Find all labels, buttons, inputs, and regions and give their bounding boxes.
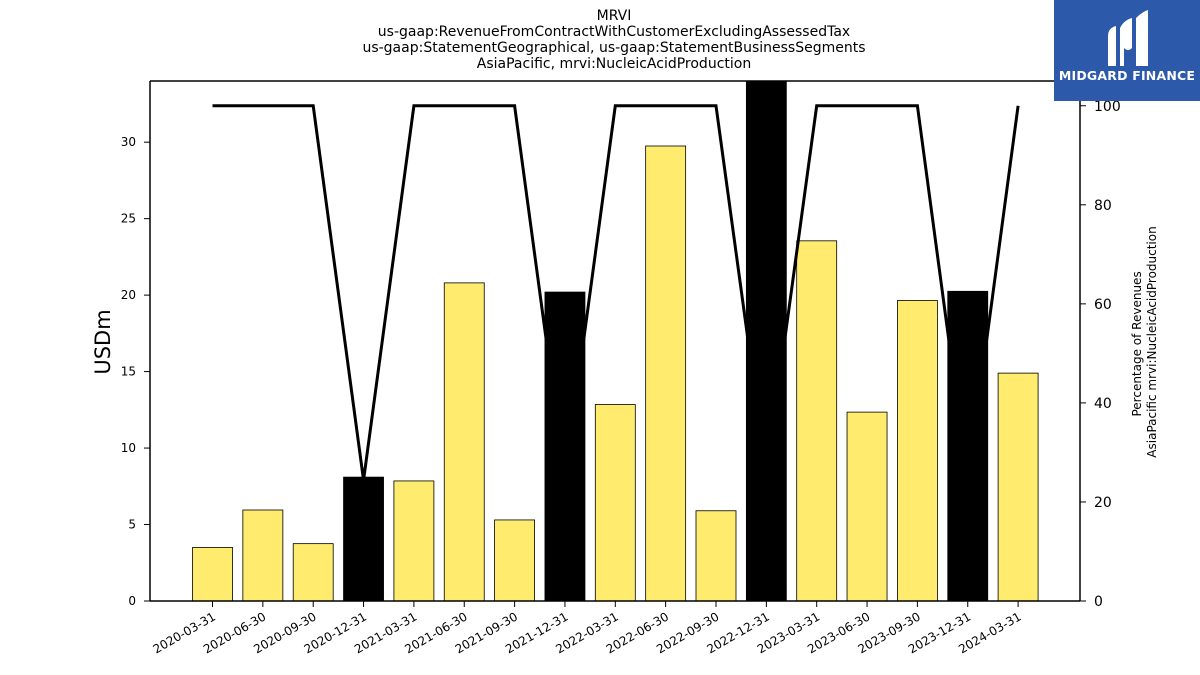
y-right-tick-label: 60	[1094, 297, 1112, 313]
brand-logo-text: MIDGARD FINANCE	[1058, 68, 1196, 83]
chart-title: MRVIus-gaap:RevenueFromContractWithCusto…	[362, 8, 865, 72]
bar-2022-06-30	[645, 145, 687, 602]
y-right-tick-label: 100	[1094, 99, 1121, 115]
bar-2021-09-30	[494, 519, 536, 602]
bar-2022-09-30	[695, 510, 737, 602]
bar-2021-06-30	[443, 282, 485, 602]
y-right-tick-label: 80	[1094, 198, 1112, 214]
bar-2020-12-31	[343, 476, 384, 602]
y-left-tick-label: 15	[121, 365, 136, 379]
percentage-line	[212, 104, 1020, 482]
bar-2022-12-31	[745, 80, 787, 602]
bar-2020-03-31	[192, 547, 233, 602]
chart-title-line-4: AsiaPacific, mrvi:NucleicAcidProduction	[477, 56, 751, 72]
y-left-tick-label: 0	[128, 594, 136, 608]
y-left-tick-label: 25	[121, 212, 136, 226]
chart-title-line-2: us-gaap:RevenueFromContractWithCustomerE…	[378, 24, 850, 40]
bar-2020-09-30	[292, 543, 334, 602]
chart-title-line-3: us-gaap:StatementGeographical, us-gaap:S…	[362, 40, 865, 56]
bar-2024-03-31	[997, 372, 1039, 602]
y-right-tick-label: 20	[1094, 495, 1112, 511]
y-right-tick-label: 0	[1094, 594, 1103, 610]
y-right-tick-label: 40	[1094, 396, 1112, 412]
x-axis-ticks: 2020-03-312020-06-302020-09-302020-12-31…	[151, 601, 1024, 656]
y-left-tick-label: 30	[121, 135, 136, 149]
y-left-axis-label: USDm	[91, 309, 115, 374]
bar-series	[192, 80, 1039, 602]
bar-2021-12-31	[544, 291, 586, 602]
y-right-axis-label-line1: Percentage of Revenues	[1130, 271, 1144, 416]
percentage-line-series	[212, 104, 1020, 482]
bar-2023-12-31	[947, 290, 989, 602]
y-right-axis-label: Percentage of Revenues AsiaPacific mrvi:…	[1130, 226, 1159, 457]
y-left-axis-ticks: 0 5 10 15 20 25 30	[121, 135, 150, 608]
bar-2023-03-31	[796, 240, 838, 602]
y-left-tick-label: 10	[121, 441, 136, 455]
bar-2023-09-30	[897, 300, 938, 602]
bar-2020-06-30	[242, 509, 284, 602]
midgard-logo-icon	[1108, 10, 1148, 66]
axes	[149, 80, 1081, 602]
bar-2023-06-30	[846, 411, 888, 602]
brand-logo: MIDGARD FINANCE	[1054, 0, 1200, 101]
bar-2022-03-31	[594, 404, 636, 602]
y-right-axis-label-line2: AsiaPacific mrvi:NucleicAcidProduction	[1145, 226, 1159, 457]
y-left-tick-label: 20	[121, 288, 136, 302]
y-left-tick-label: 5	[128, 518, 136, 532]
chart-title-line-1: MRVI	[597, 8, 632, 24]
bar-2021-03-31	[393, 480, 435, 602]
y-right-axis-ticks: 0 20 40 60 80 100	[1080, 99, 1121, 610]
